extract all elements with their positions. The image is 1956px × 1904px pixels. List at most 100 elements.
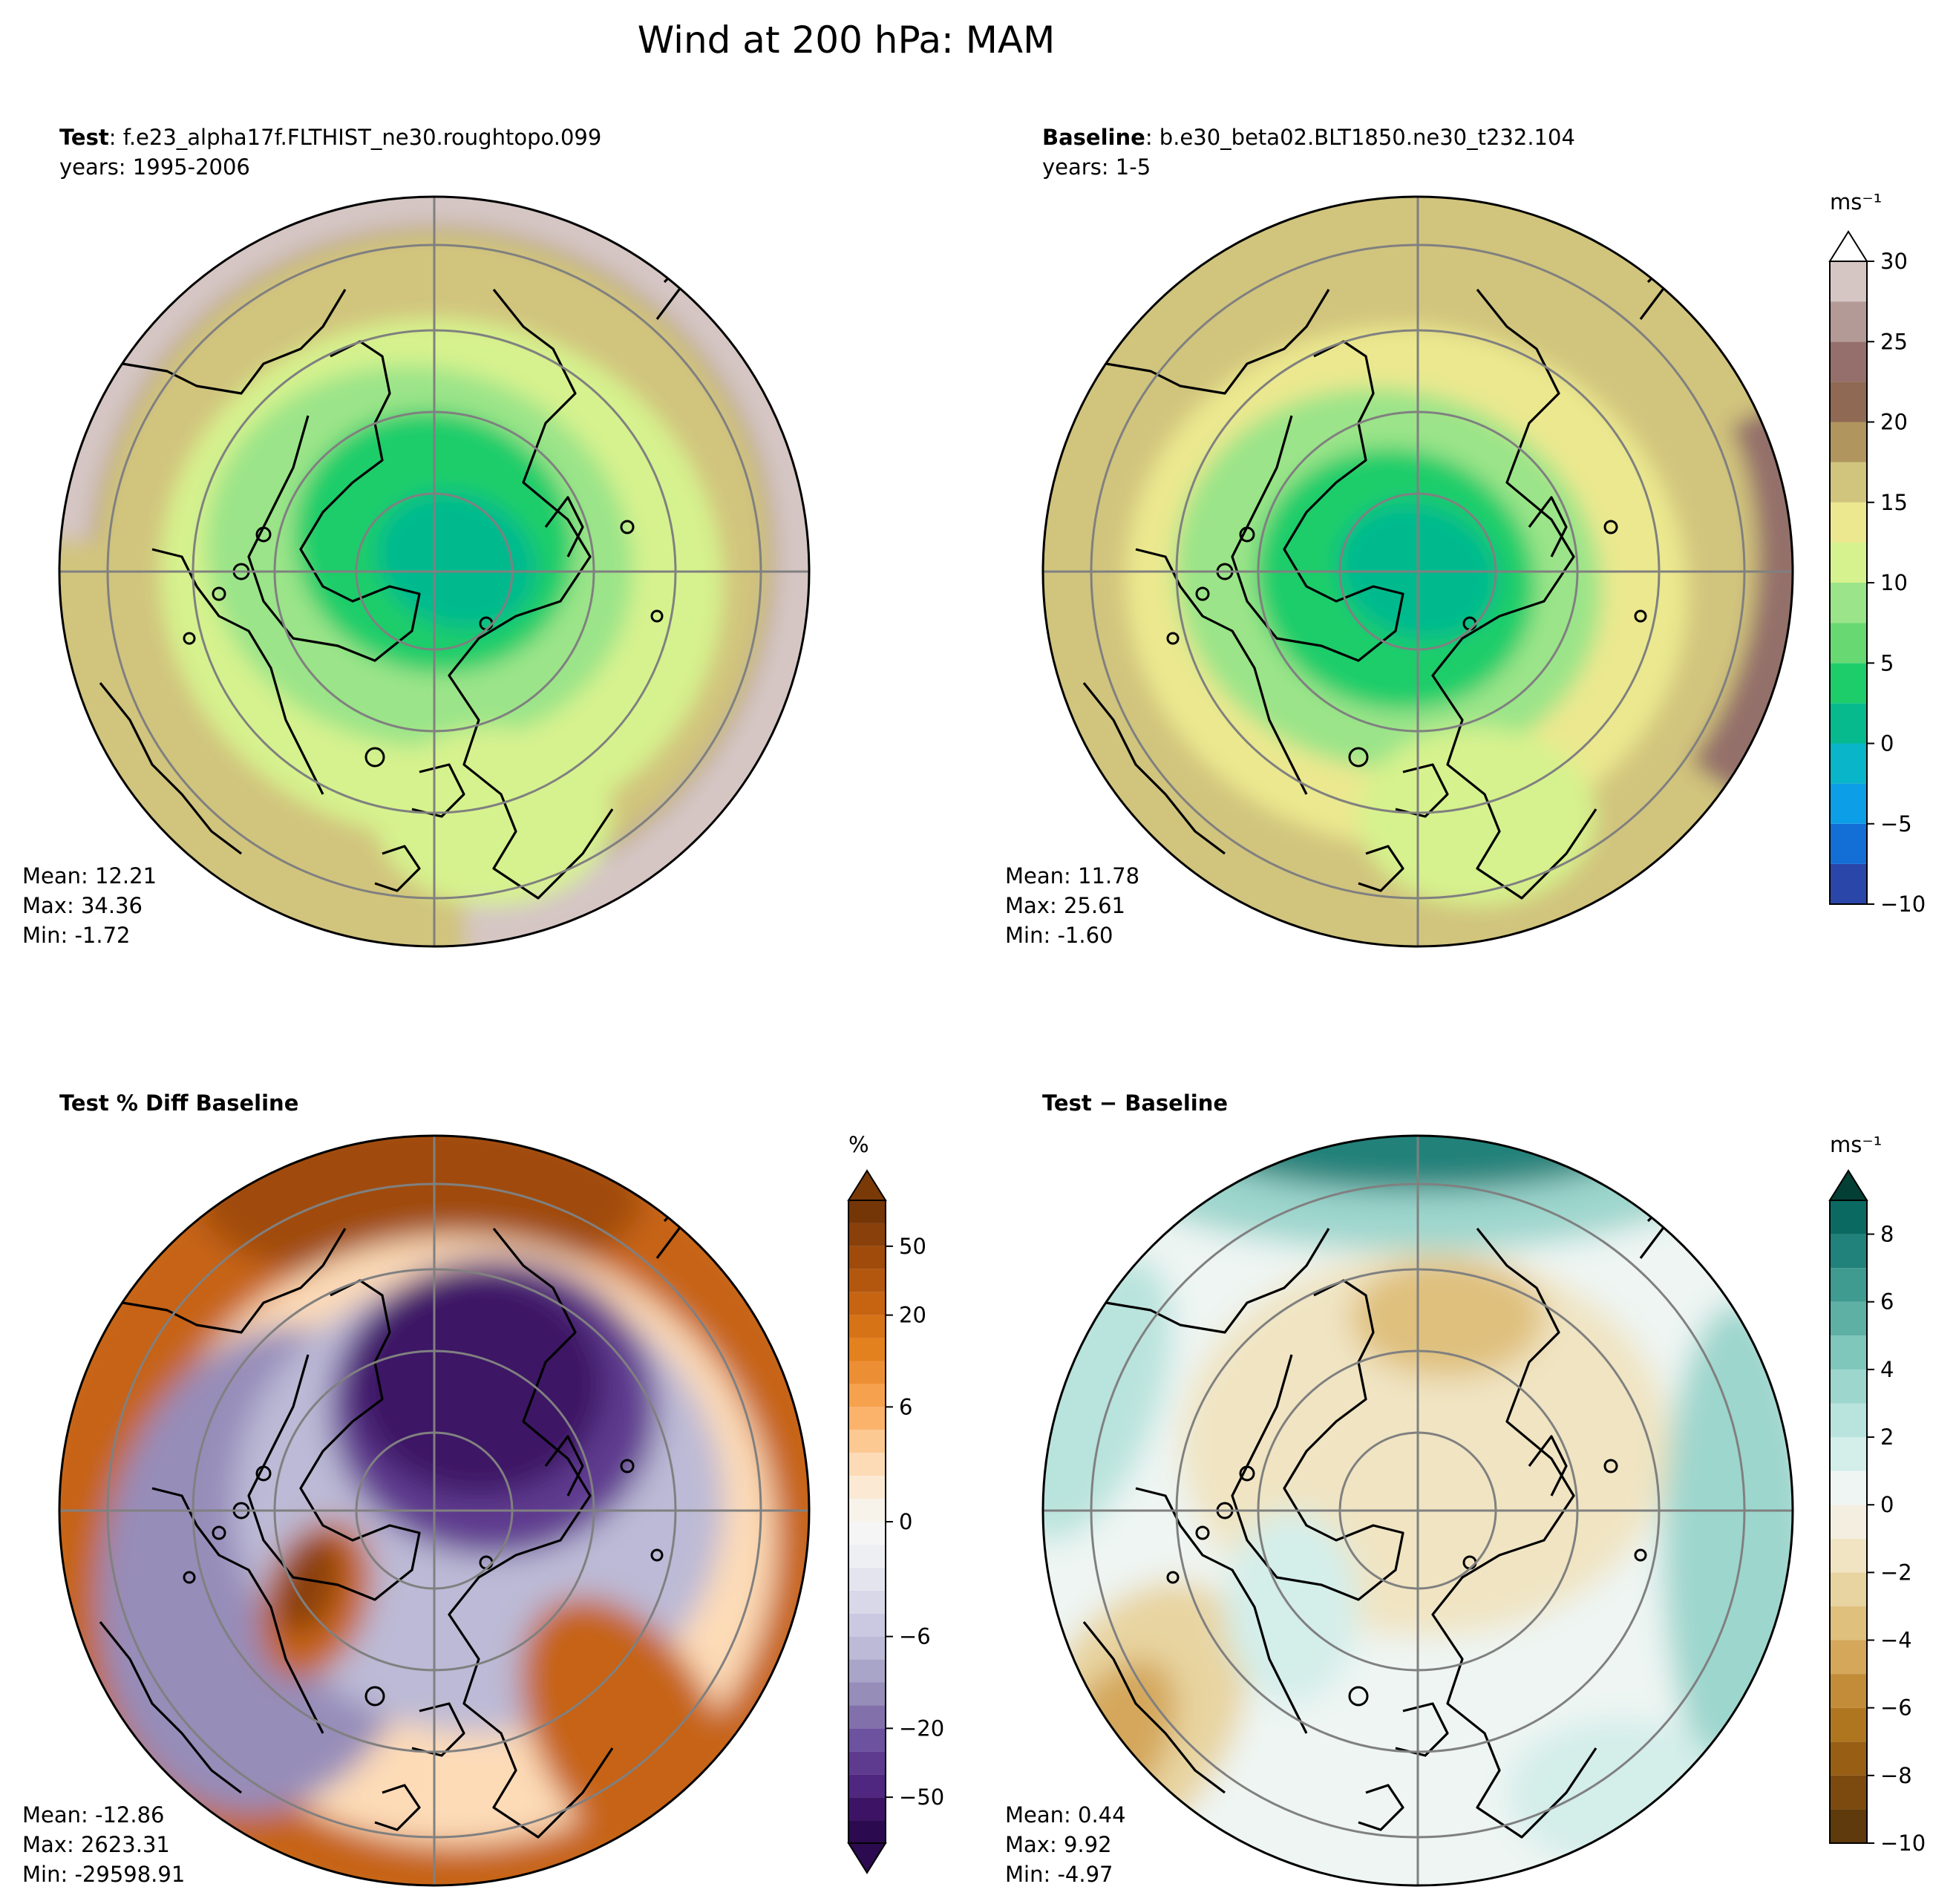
island-6 [650, 609, 664, 623]
colorbar-extend-max [1828, 1169, 1868, 1201]
panel-baseline-gridlines [1043, 197, 1793, 946]
colorbar-segment [848, 1361, 886, 1384]
island-1 [1195, 1525, 1210, 1540]
panel-baseline-title-rest: : b.e30_beta02.BLT1850.ne30_t232.104 [1145, 125, 1575, 150]
colorbar-tick-label: 20 [899, 1303, 926, 1328]
colorbar-extend-max [1828, 230, 1868, 262]
colorbar-pct: % −50 −20 −6 0 6 20 50 [847, 1132, 944, 1874]
panel-pct-diff: Test % Diff Baseline Mean: -12.86 Max: 2… [22, 1090, 811, 1887]
panel-pct-diff-title: Test % Diff Baseline [59, 1090, 298, 1116]
island-2 [1239, 526, 1255, 543]
colorbar-tick-label: 10 [1880, 570, 1908, 595]
coastline-5 [151, 548, 324, 795]
coastline-4 [1082, 682, 1226, 855]
colorbar-tick-label: −6 [899, 1624, 931, 1649]
colorbar-segment [848, 1705, 886, 1729]
colorbar-segment [1830, 1606, 1867, 1640]
coastline-5 [1135, 1487, 1308, 1734]
colorbar-segment [1830, 502, 1867, 543]
colorbar-segment [1830, 1470, 1867, 1505]
colorbar-segment [1830, 1335, 1867, 1370]
colorbar-segment [848, 1567, 886, 1591]
colorbar-segment [1830, 1674, 1867, 1708]
colorbar-segment [848, 1246, 886, 1269]
diff-band-east [1663, 1303, 1793, 1793]
coastline-5 [151, 1487, 324, 1734]
island-7 [1603, 520, 1618, 534]
coastline-5 [1135, 548, 1308, 795]
panel-diff-map-boundary [1041, 1134, 1794, 1887]
colorbar-segment [1830, 1403, 1867, 1438]
colorbar-tick-label: 6 [899, 1394, 912, 1419]
panel-pct-diff-gridlines [59, 1136, 809, 1885]
colorbar-segment [848, 1544, 886, 1568]
coastline-2 [1105, 289, 1330, 395]
colorbar-tick-label: −10 [1880, 892, 1926, 917]
colorbar-segment [1830, 1707, 1867, 1742]
colorbar-segment [1830, 1268, 1867, 1302]
colorbar-segment [1830, 703, 1867, 744]
colorbar-tick-label: −6 [1880, 1695, 1912, 1721]
coastline-1 [448, 289, 614, 900]
coastline-6 [1395, 1702, 1449, 1757]
colorbar-tick-label: 50 [899, 1234, 926, 1259]
colorbar-wind-unit: ms⁻¹ [1830, 189, 1882, 215]
colorbar-diff: ms⁻¹ −10 −8 −6 −4 −2 0 2 4 6 8 [1828, 1132, 1926, 1856]
panel-baseline-map-boundary [1041, 195, 1794, 948]
colorbar-segment [848, 1797, 886, 1821]
panel-baseline-coastlines [1082, 236, 1716, 900]
coastline-8 [1528, 496, 1568, 557]
colorbar-segment [1830, 743, 1867, 784]
coastline-7 [1358, 845, 1404, 892]
colorbar-segment [848, 1315, 886, 1338]
colorbar-segment [848, 1682, 886, 1706]
colorbar-segment [848, 1292, 886, 1315]
panel-diff: Test − Baseline Mean: 0.44 Max: 9.92 Min… [1005, 1090, 1794, 1887]
colorbar-segment [1830, 1809, 1867, 1843]
coastline-6 [411, 763, 465, 818]
colorbar-tick-label: −8 [1880, 1763, 1912, 1788]
colorbar-segment [1830, 382, 1867, 422]
coastline-2 [1105, 1228, 1330, 1334]
colorbar-segment [1830, 422, 1867, 462]
colorbar-segment [1830, 783, 1867, 824]
pct-band-core [353, 1273, 605, 1496]
colorbar-segment [848, 1613, 886, 1637]
pct-band-warm-core [275, 1534, 341, 1635]
colorbar-diff-unit: ms⁻¹ [1830, 1132, 1882, 1157]
island-3 [183, 632, 196, 645]
colorbar-segment [848, 1269, 886, 1292]
colorbar-segment [848, 1384, 886, 1407]
panel-baseline-years: years: 1-5 [1042, 154, 1151, 180]
colorbar-segment [848, 1200, 886, 1223]
colorbar-segment [1830, 1200, 1867, 1234]
coastline-7 [374, 1784, 421, 1831]
colorbar-segment [1830, 663, 1867, 704]
colorbar-tick-label: 4 [1880, 1357, 1894, 1382]
colorbar-segment [1830, 1640, 1867, 1675]
colorbar-tick-label: −20 [899, 1715, 944, 1741]
colorbar-segment [1830, 1741, 1867, 1776]
island-7 [620, 520, 635, 534]
wind-band-pole [423, 546, 505, 605]
coastline-6 [411, 1702, 465, 1757]
colorbar-segment [848, 1636, 886, 1660]
island-3 [183, 1571, 196, 1584]
colorbar-segment [1830, 261, 1867, 302]
island-1 [212, 586, 226, 601]
panel-test-coastlines [99, 236, 733, 900]
coastline-1 [1431, 289, 1597, 900]
colorbar-segment [1830, 823, 1867, 864]
panel-test-years: years: 1995-2006 [59, 154, 250, 180]
panel-baseline-max: Max: 25.61 [1005, 893, 1125, 918]
colorbar-tick-label: 5 [1880, 650, 1894, 675]
island-5 [364, 747, 385, 768]
colorbar-segment [1830, 341, 1867, 382]
colorbar-tick-label: −10 [1880, 1831, 1926, 1856]
panel-test-gridlines [59, 197, 809, 946]
coastline-1 [1431, 1228, 1597, 1839]
coastline-2 [122, 289, 347, 395]
colorbar-segment [848, 1774, 886, 1798]
colorbar-tick-label: −4 [1880, 1628, 1912, 1653]
